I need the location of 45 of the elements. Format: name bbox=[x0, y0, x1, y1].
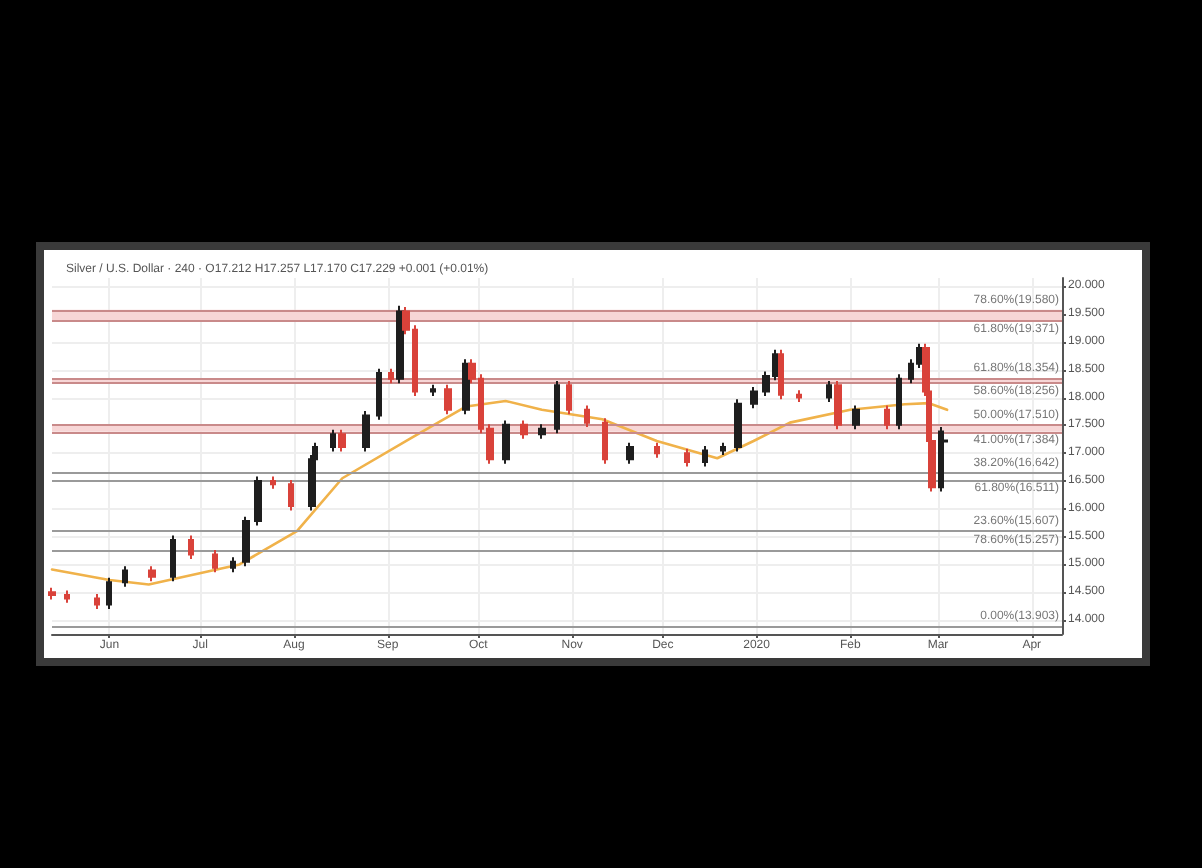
candlestick bbox=[242, 515, 250, 568]
candlestick bbox=[254, 475, 262, 527]
candlestick bbox=[362, 409, 370, 453]
candlestick bbox=[852, 404, 860, 431]
candlestick bbox=[778, 348, 784, 401]
candlestick bbox=[520, 419, 528, 440]
candlestick bbox=[896, 373, 902, 431]
candlestick bbox=[396, 304, 404, 385]
candlestick bbox=[64, 589, 70, 604]
candlestick bbox=[684, 447, 690, 468]
candlestick bbox=[538, 423, 546, 440]
candlestick bbox=[702, 444, 708, 468]
candlestick bbox=[654, 441, 660, 459]
candlestick bbox=[884, 404, 890, 431]
candlestick bbox=[122, 565, 128, 588]
candlestick bbox=[288, 478, 294, 512]
candlestick bbox=[566, 379, 572, 416]
candlestick bbox=[734, 398, 742, 453]
candlestick bbox=[170, 534, 176, 583]
candlestick bbox=[584, 404, 590, 429]
candlestick bbox=[502, 419, 510, 465]
candlestick bbox=[376, 367, 382, 421]
candlestick bbox=[834, 379, 842, 431]
candlestick bbox=[230, 556, 236, 574]
candlestick bbox=[212, 549, 218, 574]
candlestick bbox=[462, 358, 470, 416]
candlestick bbox=[148, 565, 156, 583]
candlestick bbox=[750, 386, 758, 410]
candlestick bbox=[188, 534, 194, 560]
candlestick bbox=[94, 592, 100, 610]
candlestick bbox=[430, 383, 436, 397]
candlestick bbox=[444, 383, 452, 416]
candlestick bbox=[270, 475, 276, 490]
candlestick bbox=[826, 379, 832, 404]
candlestick bbox=[338, 428, 346, 453]
line-series bbox=[50, 399, 949, 586]
candlestick bbox=[796, 389, 802, 404]
candlestick bbox=[720, 441, 726, 456]
candlestick bbox=[554, 379, 560, 435]
candlestick bbox=[602, 417, 608, 465]
candlestick bbox=[626, 441, 634, 465]
candlestick bbox=[388, 367, 394, 385]
candlestick bbox=[330, 428, 336, 453]
candlestick bbox=[106, 576, 112, 610]
candlestick bbox=[48, 586, 56, 601]
